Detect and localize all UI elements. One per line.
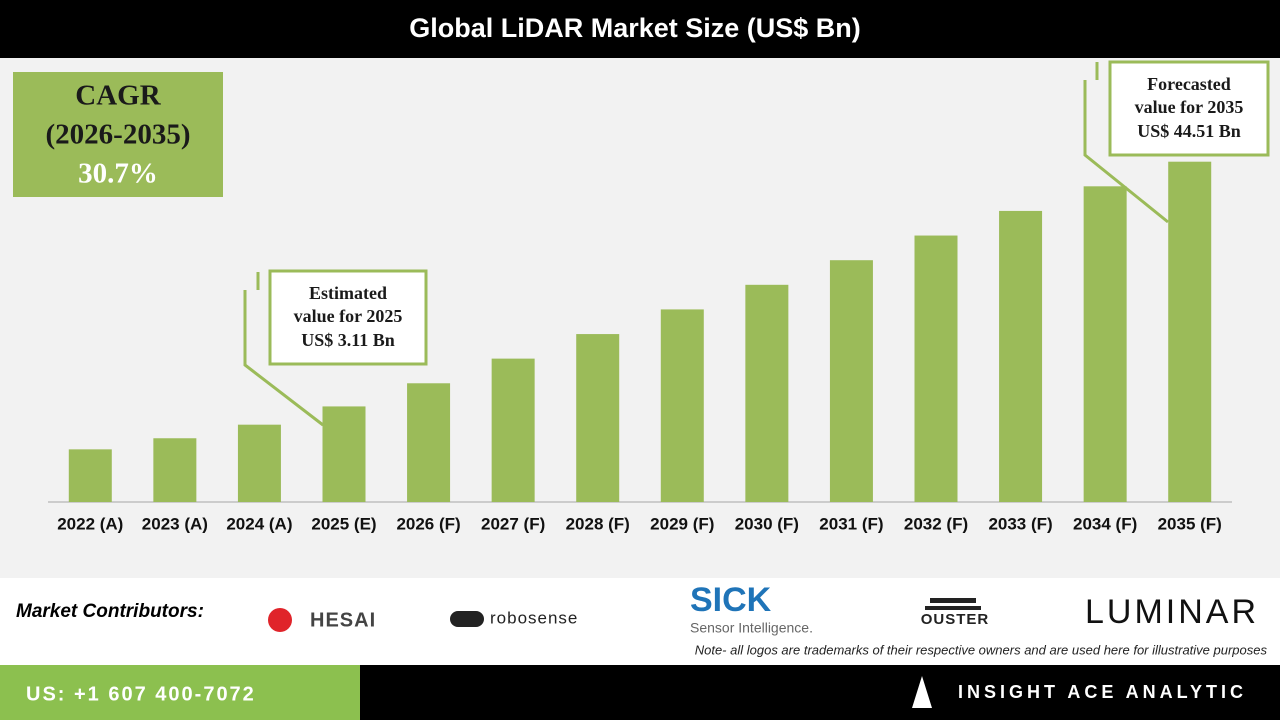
cagr-label: CAGR — [75, 80, 161, 112]
callout-box — [268, 269, 428, 366]
callout-text: value for 2035 — [1135, 97, 1244, 117]
callout-text: Estimated — [309, 283, 387, 303]
logo: robosense — [490, 608, 578, 627]
bar — [237, 424, 281, 502]
x-tick-label: 2023 (A) — [142, 514, 208, 533]
logo-tagline: Sensor Intelligence. — [690, 620, 813, 636]
x-tick-label: 2031 (F) — [819, 514, 883, 533]
bar — [829, 260, 873, 502]
bar — [999, 210, 1043, 502]
x-tick-label: 2024 (A) — [226, 514, 292, 533]
company: INSIGHT ACE ANALYTIC — [958, 682, 1247, 702]
callout-line — [1083, 80, 1169, 224]
contributors-strip — [0, 578, 1280, 665]
company-logo — [912, 676, 932, 708]
cagr-box — [13, 72, 223, 197]
x-tick-label: 2035 (F) — [1158, 514, 1222, 533]
phone: US: +1 607 400-7072 — [26, 683, 256, 705]
callout-text: Forecasted — [1147, 74, 1231, 94]
title-bar — [0, 0, 1280, 58]
logo-icon — [268, 608, 292, 632]
x-tick-label: 2025 (E) — [311, 514, 376, 533]
cagr-value: 30.7% — [78, 158, 158, 190]
logo: LUMINAR — [1085, 593, 1259, 631]
logo: SICK — [690, 581, 772, 619]
cagr-period: (2026-2035) — [46, 119, 191, 151]
bar — [1168, 161, 1212, 503]
logo-icon — [930, 598, 976, 603]
x-tick-label: 2030 (F) — [735, 514, 799, 533]
callout-line — [243, 290, 324, 427]
bar — [660, 309, 704, 502]
bar — [407, 383, 451, 502]
logo: HESAI — [310, 609, 376, 631]
bar — [153, 438, 197, 502]
x-tick-label: 2027 (F) — [481, 514, 545, 533]
x-tick-label: 2028 (F) — [566, 514, 630, 533]
x-tick-label: 2034 (F) — [1073, 514, 1137, 533]
logo: OUSTER — [921, 611, 990, 628]
x-tick-label: 2033 (F) — [988, 514, 1052, 533]
contributors-title: Market Contributors: — [16, 601, 204, 622]
note: Note- all logos are trademarks of their … — [695, 642, 1268, 657]
bar — [68, 449, 112, 502]
x-tick-label: 2029 (F) — [650, 514, 714, 533]
phone-box — [0, 665, 360, 720]
footer-bar — [360, 665, 1280, 720]
value-label: US$ 3.11 Bn — [301, 330, 395, 350]
bar — [1083, 186, 1127, 502]
logo-icon — [925, 606, 981, 610]
callout-text: value for 2025 — [294, 306, 403, 326]
x-tick-label: 2026 (F) — [396, 514, 460, 533]
logo-icon — [450, 611, 484, 627]
x-tick-label: 2022 (A) — [57, 514, 123, 533]
chart-title: Global LiDAR Market Size (US$ Bn) — [409, 13, 861, 43]
value-label: US$ 44.51 Bn — [1137, 121, 1241, 141]
bar — [914, 235, 958, 502]
bar — [322, 406, 366, 502]
bar — [491, 358, 535, 502]
bar — [745, 284, 789, 502]
x-tick-label: 2032 (F) — [904, 514, 968, 533]
bar — [576, 334, 620, 502]
callouts — [243, 60, 1270, 427]
callout-box — [1108, 60, 1270, 157]
